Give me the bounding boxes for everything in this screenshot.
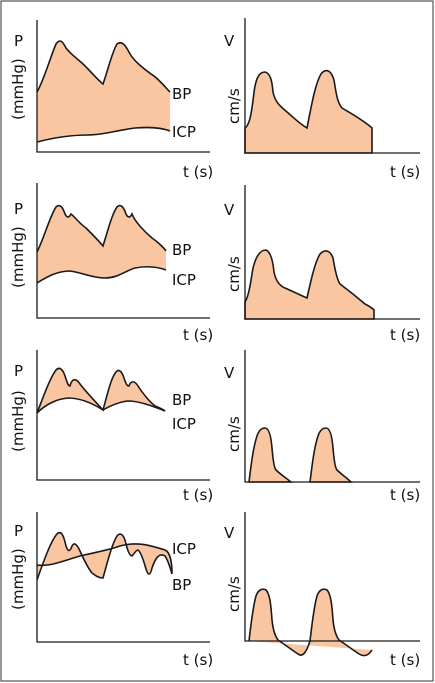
velocity-panel-1: V cm/s t (s): [224, 18, 420, 181]
bp-icp-gap-fill-1: [37, 41, 170, 142]
bp-curve-4: [36, 531, 173, 581]
icp-curve-3: [36, 397, 166, 414]
pressure-unit-label-3: (mmHg): [9, 390, 27, 452]
pressure-axes-2: [36, 183, 210, 319]
bp-label-4: BP: [172, 576, 191, 594]
velocity-waveform-3: [248, 427, 294, 483]
pressure-axes-3: [36, 350, 210, 481]
bp-curve-3: [36, 367, 166, 414]
pressure-panel-2: P (mmHg) BP ICP t (s): [9, 183, 213, 344]
velocity-axes-3: [244, 350, 420, 483]
velocity-unit-label-2: cm/s: [225, 256, 243, 292]
bp-label-3: BP: [172, 391, 191, 409]
time-axis-label-v1: t (s): [390, 163, 420, 181]
velocity-axes-2: [244, 185, 420, 320]
time-axis-label-p1: t (s): [183, 163, 213, 181]
bp-label-2: BP: [172, 241, 191, 259]
pressure-panel-3: P (mmHg) BP ICP t (s): [9, 350, 213, 504]
row-3: P (mmHg) BP ICP t (s) V cm/s t (s): [9, 350, 420, 504]
time-axis-label-v4: t (s): [390, 651, 420, 669]
velocity-axis-label-2: V: [224, 201, 235, 219]
time-axis-label-v3: t (s): [390, 486, 420, 504]
velocity-axis-label-3: V: [224, 364, 235, 382]
bp-icp-gap-fill-3: [37, 368, 165, 413]
velocity-unit-label-4: cm/s: [225, 576, 243, 612]
velocity-panel-2: V cm/s t (s): [224, 185, 420, 344]
row-4: P (mmHg) ICP BP t (s) V cm/s t (s): [9, 512, 420, 669]
pressure-axis-label-2: P: [14, 200, 23, 218]
icp-label-1: ICP: [172, 123, 196, 141]
icp-label-2: ICP: [172, 271, 196, 289]
icp-curve-4: [36, 543, 173, 575]
row-2: P (mmHg) BP ICP t (s) V cm/s t (s): [9, 183, 420, 344]
time-axis-label-v2: t (s): [390, 326, 420, 344]
pressure-panel-1: P (mmHg) BP ICP t (s): [9, 20, 213, 181]
velocity-axis-label-1: V: [224, 32, 235, 50]
icp-curve-1: [36, 126, 171, 143]
bp-curve-1: [36, 40, 171, 93]
icp-label-3: ICP: [172, 415, 196, 433]
velocity-panel-4: V cm/s t (s): [224, 512, 420, 669]
velocity-waveform-2: [244, 249, 375, 320]
icp-label-4: ICP: [172, 540, 196, 558]
bp-label-1: BP: [172, 85, 191, 103]
pressure-axis-label-3: P: [14, 362, 23, 380]
velocity-axes-1: [244, 18, 420, 154]
pressure-axis-label-4: P: [14, 522, 23, 540]
time-axis-label-p3: t (s): [183, 486, 213, 504]
time-axis-label-p2: t (s): [183, 326, 213, 344]
time-axis-label-p4: t (s): [183, 651, 213, 669]
velocity-waveform-1: [244, 69, 373, 154]
row-1: P (mmHg) BP ICP t (s) V cm/s t (s): [9, 18, 420, 181]
velocity-panel-3: V cm/s t (s): [224, 350, 420, 504]
pressure-axes-1: [36, 20, 210, 153]
velocity-axis-label-4: V: [224, 524, 235, 542]
pressure-unit-label-4: (mmHg): [9, 548, 27, 610]
velocity-unit-label-3: cm/s: [225, 416, 243, 452]
pressure-axis-label-1: P: [14, 32, 23, 50]
velocity-waveform-3b: [309, 427, 353, 483]
pressure-unit-label-1: (mmHg): [9, 58, 27, 120]
velocity-unit-label-1: cm/s: [225, 88, 243, 124]
icp-curve-2: [36, 265, 167, 284]
pressure-unit-label-2: (mmHg): [9, 226, 27, 288]
pressure-axes-4: [36, 512, 210, 643]
velocity-waveform-4: [248, 588, 373, 657]
velocity-axes-4: [244, 512, 420, 642]
pressure-panel-4: P (mmHg) ICP BP t (s): [9, 512, 213, 669]
bp-curve-2: [36, 204, 167, 253]
